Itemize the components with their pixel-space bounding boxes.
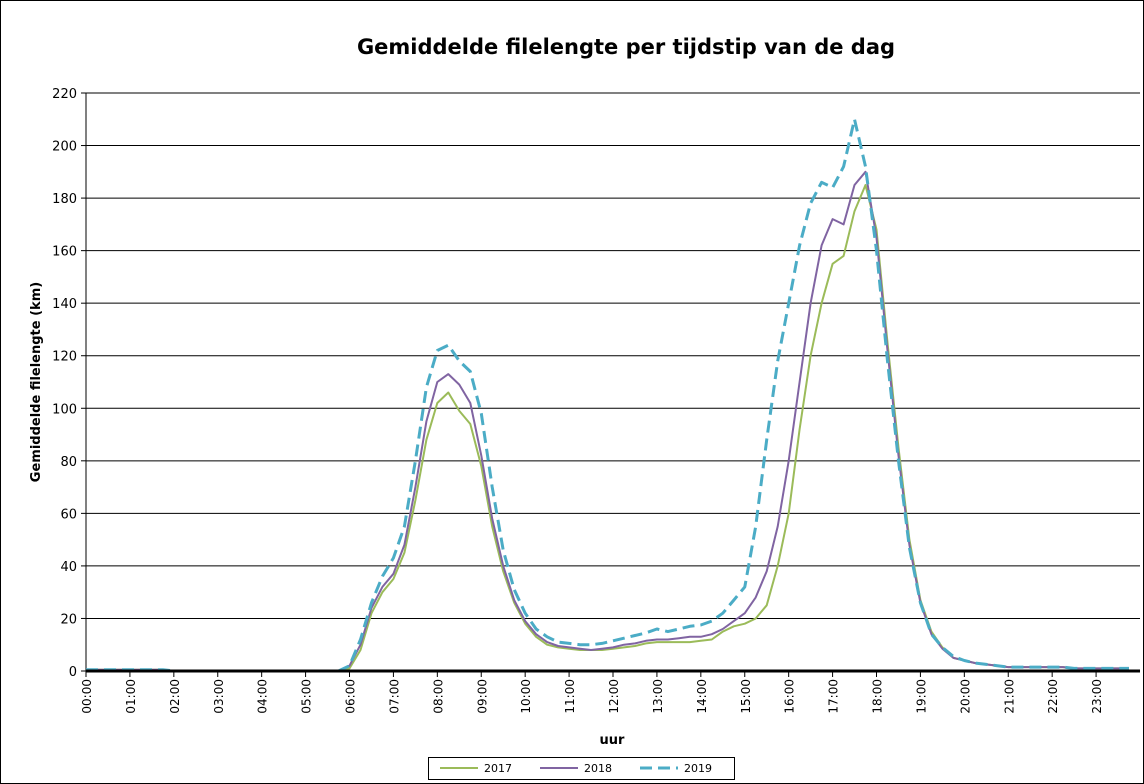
- legend-box: [428, 757, 735, 780]
- x-tick-label: 08:00: [431, 679, 445, 714]
- y-tick-label: 80: [60, 455, 77, 470]
- x-tick-label: 00:00: [80, 679, 94, 714]
- x-tick-label: 07:00: [387, 679, 401, 714]
- x-tick-label: 12:00: [607, 679, 621, 714]
- x-tick-label: 05:00: [300, 679, 314, 714]
- x-tick-label: 04:00: [256, 679, 270, 714]
- y-tick-label: 20: [60, 612, 77, 627]
- x-tick-label: 16:00: [783, 679, 797, 714]
- chart-title: Gemiddelde filelengte per tijdstip van d…: [357, 35, 895, 59]
- y-tick-label: 0: [69, 665, 77, 680]
- x-tick-label: 01:00: [124, 679, 138, 714]
- legend-label: 2017: [484, 762, 512, 775]
- legend-label: 2019: [684, 762, 712, 775]
- y-tick-label: 140: [52, 297, 77, 312]
- x-tick-label: 10:00: [519, 679, 533, 714]
- x-tick-label: 19:00: [914, 679, 928, 714]
- y-tick-label: 220: [52, 87, 77, 102]
- y-tick-label: 200: [52, 140, 77, 155]
- x-tick-label: 13:00: [651, 679, 665, 714]
- x-tick-label: 15:00: [739, 679, 753, 714]
- x-tick-label: 18:00: [871, 679, 885, 714]
- y-axis-label: Gemiddelde filelengte (km): [29, 282, 44, 482]
- x-axis-label: uur: [600, 733, 626, 748]
- y-tick-label: 40: [60, 560, 77, 575]
- x-tick-label: 11:00: [563, 679, 577, 714]
- x-tick-label: 17:00: [827, 679, 841, 714]
- y-tick-label: 100: [52, 402, 77, 417]
- x-tick-label: 03:00: [212, 679, 226, 714]
- x-tick-label: 14:00: [695, 679, 709, 714]
- x-tick-label: 09:00: [475, 679, 489, 714]
- x-tick-label: 02:00: [168, 679, 182, 714]
- x-tick-label: 06:00: [344, 679, 358, 714]
- x-tick-label: 20:00: [958, 679, 972, 714]
- x-tick-label: 22:00: [1046, 679, 1060, 714]
- x-tick-label: 23:00: [1090, 679, 1104, 714]
- y-tick-label: 160: [52, 245, 77, 260]
- y-tick-label: 120: [52, 350, 77, 365]
- x-tick-label: 21:00: [1002, 679, 1016, 714]
- y-tick-label: 180: [52, 192, 77, 207]
- y-tick-label: 60: [60, 507, 77, 522]
- legend-label: 2018: [584, 762, 612, 775]
